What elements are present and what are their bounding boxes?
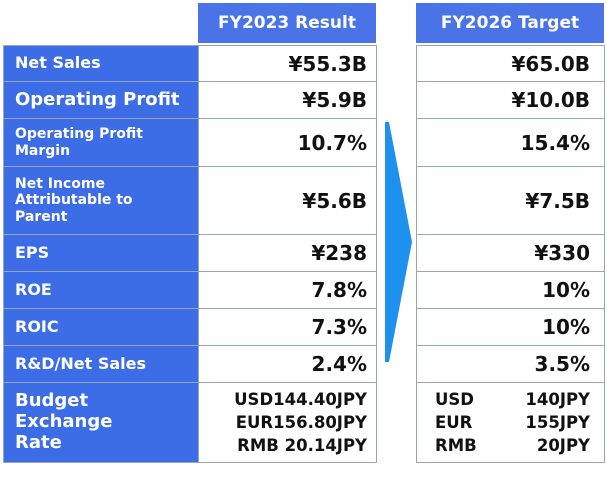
row-label-eps: EPS	[3, 234, 199, 272]
fx-target-usd-amount: 140JPY	[525, 389, 590, 409]
table-row: 3.5%	[416, 345, 605, 383]
fx-target-eur-currency: EUR	[435, 412, 473, 432]
value-roe-result: 7.8%	[198, 271, 377, 309]
table-row: R&D/Net Sales 2.4%	[3, 345, 377, 383]
table-row: 10%	[416, 271, 605, 309]
row-label-budget-exchange-rate: Budget Exchange Rate	[3, 382, 199, 463]
right-arrow-icon	[385, 122, 412, 362]
row-label-roe: ROE	[3, 271, 199, 309]
value-eps-result: ¥238	[198, 234, 377, 272]
row-label-roic: ROIC	[3, 308, 199, 346]
row-label-net-income: Net Income Attributable to Parent	[3, 166, 199, 235]
table-row: Operating Profit ¥5.9B	[3, 81, 377, 119]
value-operating-profit-result: ¥5.9B	[198, 81, 377, 119]
table-row: USD 140JPY EUR 155JPY RMB 20JPY	[416, 382, 605, 463]
value-rd-net-sales-target: 3.5%	[416, 345, 605, 383]
table-row: Operating Profit Margin 10.7%	[3, 118, 377, 167]
table-row: Budget Exchange Rate USD144.40JPY EUR156…	[3, 382, 377, 463]
table-row: Net Sales ¥55.3B	[3, 45, 377, 82]
fx-target-eur-amount: 155JPY	[525, 412, 590, 432]
header-fy2026-target: FY2026 Target	[416, 3, 604, 43]
table-row: ¥330	[416, 234, 605, 272]
value-operating-profit-margin-target: 15.4%	[416, 118, 605, 167]
value-rd-net-sales-result: 2.4%	[198, 345, 377, 383]
fx-result-usd: USD144.40JPY	[234, 389, 367, 409]
table-row: Net Income Attributable to Parent ¥5.6B	[3, 166, 377, 235]
value-net-income-target: ¥7.5B	[416, 166, 605, 235]
row-label-operating-profit-margin: Operating Profit Margin	[3, 118, 199, 167]
table-row: EPS ¥238	[3, 234, 377, 272]
table-row: ¥10.0B	[416, 81, 605, 119]
value-operating-profit-margin-result: 10.7%	[198, 118, 377, 167]
table-row: ¥65.0B	[416, 45, 605, 82]
value-net-sales-result: ¥55.3B	[198, 45, 377, 82]
table-row: 10%	[416, 308, 605, 346]
header-fy2023-result: FY2023 Result	[198, 3, 376, 43]
fx-target-usd-currency: USD	[435, 389, 474, 409]
row-label-rd-net-sales: R&D/Net Sales	[3, 345, 199, 383]
row-label-operating-profit: Operating Profit	[3, 81, 199, 119]
value-exchange-rate-result: USD144.40JPY EUR156.80JPY RMB 20.14JPY	[198, 382, 377, 463]
table-row: ROIC 7.3%	[3, 308, 377, 346]
value-roic-result: 7.3%	[198, 308, 377, 346]
fy2023-result-table: Net Sales ¥55.3B Operating Profit ¥5.9B …	[3, 45, 377, 463]
fx-target-rmb-currency: RMB	[435, 436, 477, 456]
value-net-income-result: ¥5.6B	[198, 166, 377, 235]
fx-result-rmb: RMB 20.14JPY	[237, 436, 367, 456]
table-row: ¥7.5B	[416, 166, 605, 235]
value-net-sales-target: ¥65.0B	[416, 45, 605, 82]
fx-result-eur: EUR156.80JPY	[235, 412, 367, 432]
fy2026-target-table: ¥65.0B ¥10.0B 15.4% ¥7.5B ¥330 10% 10% 3…	[416, 45, 605, 463]
value-roe-target: 10%	[416, 271, 605, 309]
table-row: 15.4%	[416, 118, 605, 167]
table-row: ROE 7.8%	[3, 271, 377, 309]
value-exchange-rate-target: USD 140JPY EUR 155JPY RMB 20JPY	[416, 382, 605, 463]
fx-target-rmb-amount: 20JPY	[536, 436, 590, 456]
value-operating-profit-target: ¥10.0B	[416, 81, 605, 119]
value-eps-target: ¥330	[416, 234, 605, 272]
row-label-net-sales: Net Sales	[3, 45, 199, 82]
value-roic-target: 10%	[416, 308, 605, 346]
